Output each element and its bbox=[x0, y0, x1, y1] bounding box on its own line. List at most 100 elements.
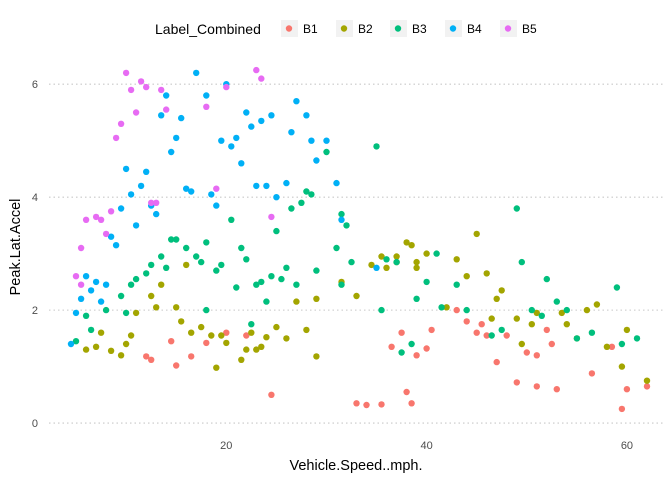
data-point bbox=[153, 304, 160, 311]
data-point bbox=[268, 213, 275, 221]
data-point bbox=[243, 109, 250, 116]
data-point bbox=[153, 210, 160, 218]
data-point bbox=[122, 69, 130, 77]
data-point bbox=[423, 250, 430, 257]
data-point bbox=[513, 315, 520, 322]
data-point bbox=[273, 323, 280, 331]
data-point bbox=[173, 304, 180, 311]
data-point bbox=[72, 309, 80, 317]
data-point bbox=[438, 304, 445, 311]
data-point bbox=[283, 179, 290, 187]
data-point bbox=[132, 309, 140, 317]
data-point bbox=[518, 258, 525, 266]
data-point bbox=[403, 239, 410, 246]
data-point bbox=[263, 334, 270, 341]
data-point bbox=[518, 340, 525, 348]
data-point bbox=[463, 273, 470, 280]
data-point bbox=[528, 306, 535, 314]
data-points bbox=[67, 66, 651, 413]
data-point bbox=[228, 143, 235, 150]
data-point bbox=[338, 216, 345, 223]
data-point bbox=[223, 83, 230, 91]
data-point bbox=[278, 275, 285, 283]
data-point bbox=[122, 340, 130, 348]
series-B2 bbox=[82, 230, 651, 384]
data-point bbox=[203, 92, 210, 99]
data-point bbox=[137, 182, 145, 190]
data-point bbox=[433, 250, 440, 257]
data-point bbox=[97, 329, 105, 336]
data-point bbox=[368, 261, 375, 269]
data-point bbox=[218, 261, 225, 269]
data-point bbox=[348, 258, 355, 266]
data-point bbox=[583, 306, 591, 314]
data-point bbox=[643, 383, 651, 390]
legend-item-B3: B3 bbox=[390, 20, 427, 37]
data-point bbox=[158, 86, 165, 94]
data-point bbox=[218, 332, 225, 339]
data-point bbox=[72, 273, 80, 280]
data-point bbox=[558, 309, 565, 317]
legend-item-B5: B5 bbox=[500, 20, 537, 37]
legend-marker bbox=[394, 25, 402, 32]
data-point bbox=[188, 188, 195, 195]
data-point bbox=[603, 343, 611, 350]
data-point bbox=[112, 134, 120, 142]
data-point bbox=[293, 98, 300, 105]
data-point bbox=[97, 298, 105, 305]
data-point bbox=[117, 205, 125, 212]
data-point bbox=[243, 346, 250, 353]
legend-label: B3 bbox=[412, 22, 427, 36]
data-point bbox=[533, 383, 540, 390]
data-point bbox=[248, 123, 255, 130]
data-point bbox=[223, 339, 230, 347]
x-tick-label: 40 bbox=[420, 440, 432, 452]
data-point bbox=[127, 332, 135, 339]
data-point bbox=[253, 346, 260, 353]
legend-marker bbox=[340, 25, 348, 32]
data-point bbox=[143, 168, 150, 175]
data-point bbox=[173, 134, 180, 142]
data-point bbox=[593, 301, 601, 308]
legend-marker bbox=[504, 25, 512, 32]
data-point bbox=[423, 278, 430, 286]
data-point bbox=[523, 349, 530, 356]
data-point bbox=[127, 191, 135, 198]
legend-item-B2: B2 bbox=[336, 20, 373, 37]
x-tick-label: 20 bbox=[220, 440, 232, 452]
data-point bbox=[82, 273, 90, 280]
data-point bbox=[633, 335, 641, 342]
data-point bbox=[132, 222, 140, 229]
data-point bbox=[122, 165, 130, 173]
data-point bbox=[313, 353, 320, 360]
legend-label: B2 bbox=[358, 22, 373, 36]
data-point bbox=[408, 242, 415, 249]
data-point bbox=[158, 253, 165, 260]
data-point bbox=[608, 343, 616, 350]
data-point bbox=[87, 326, 95, 334]
data-point bbox=[618, 363, 626, 370]
data-point bbox=[163, 264, 170, 271]
data-point bbox=[233, 284, 240, 291]
data-point bbox=[343, 222, 350, 229]
data-point bbox=[513, 379, 520, 386]
data-point bbox=[258, 343, 265, 350]
data-point bbox=[273, 194, 280, 201]
data-point bbox=[378, 306, 385, 314]
gridlines bbox=[49, 83, 664, 424]
data-point bbox=[563, 321, 570, 328]
data-point bbox=[117, 120, 125, 128]
data-point bbox=[163, 92, 170, 99]
data-point bbox=[258, 278, 265, 286]
data-point bbox=[233, 134, 240, 142]
data-point bbox=[122, 309, 130, 317]
data-point bbox=[618, 340, 626, 348]
data-point bbox=[298, 199, 305, 206]
data-point bbox=[463, 318, 470, 325]
data-point bbox=[588, 370, 596, 377]
data-point bbox=[553, 386, 560, 393]
data-point bbox=[258, 117, 265, 125]
x-tick-label: 60 bbox=[621, 440, 633, 452]
data-point bbox=[173, 362, 180, 369]
data-point bbox=[268, 112, 275, 119]
